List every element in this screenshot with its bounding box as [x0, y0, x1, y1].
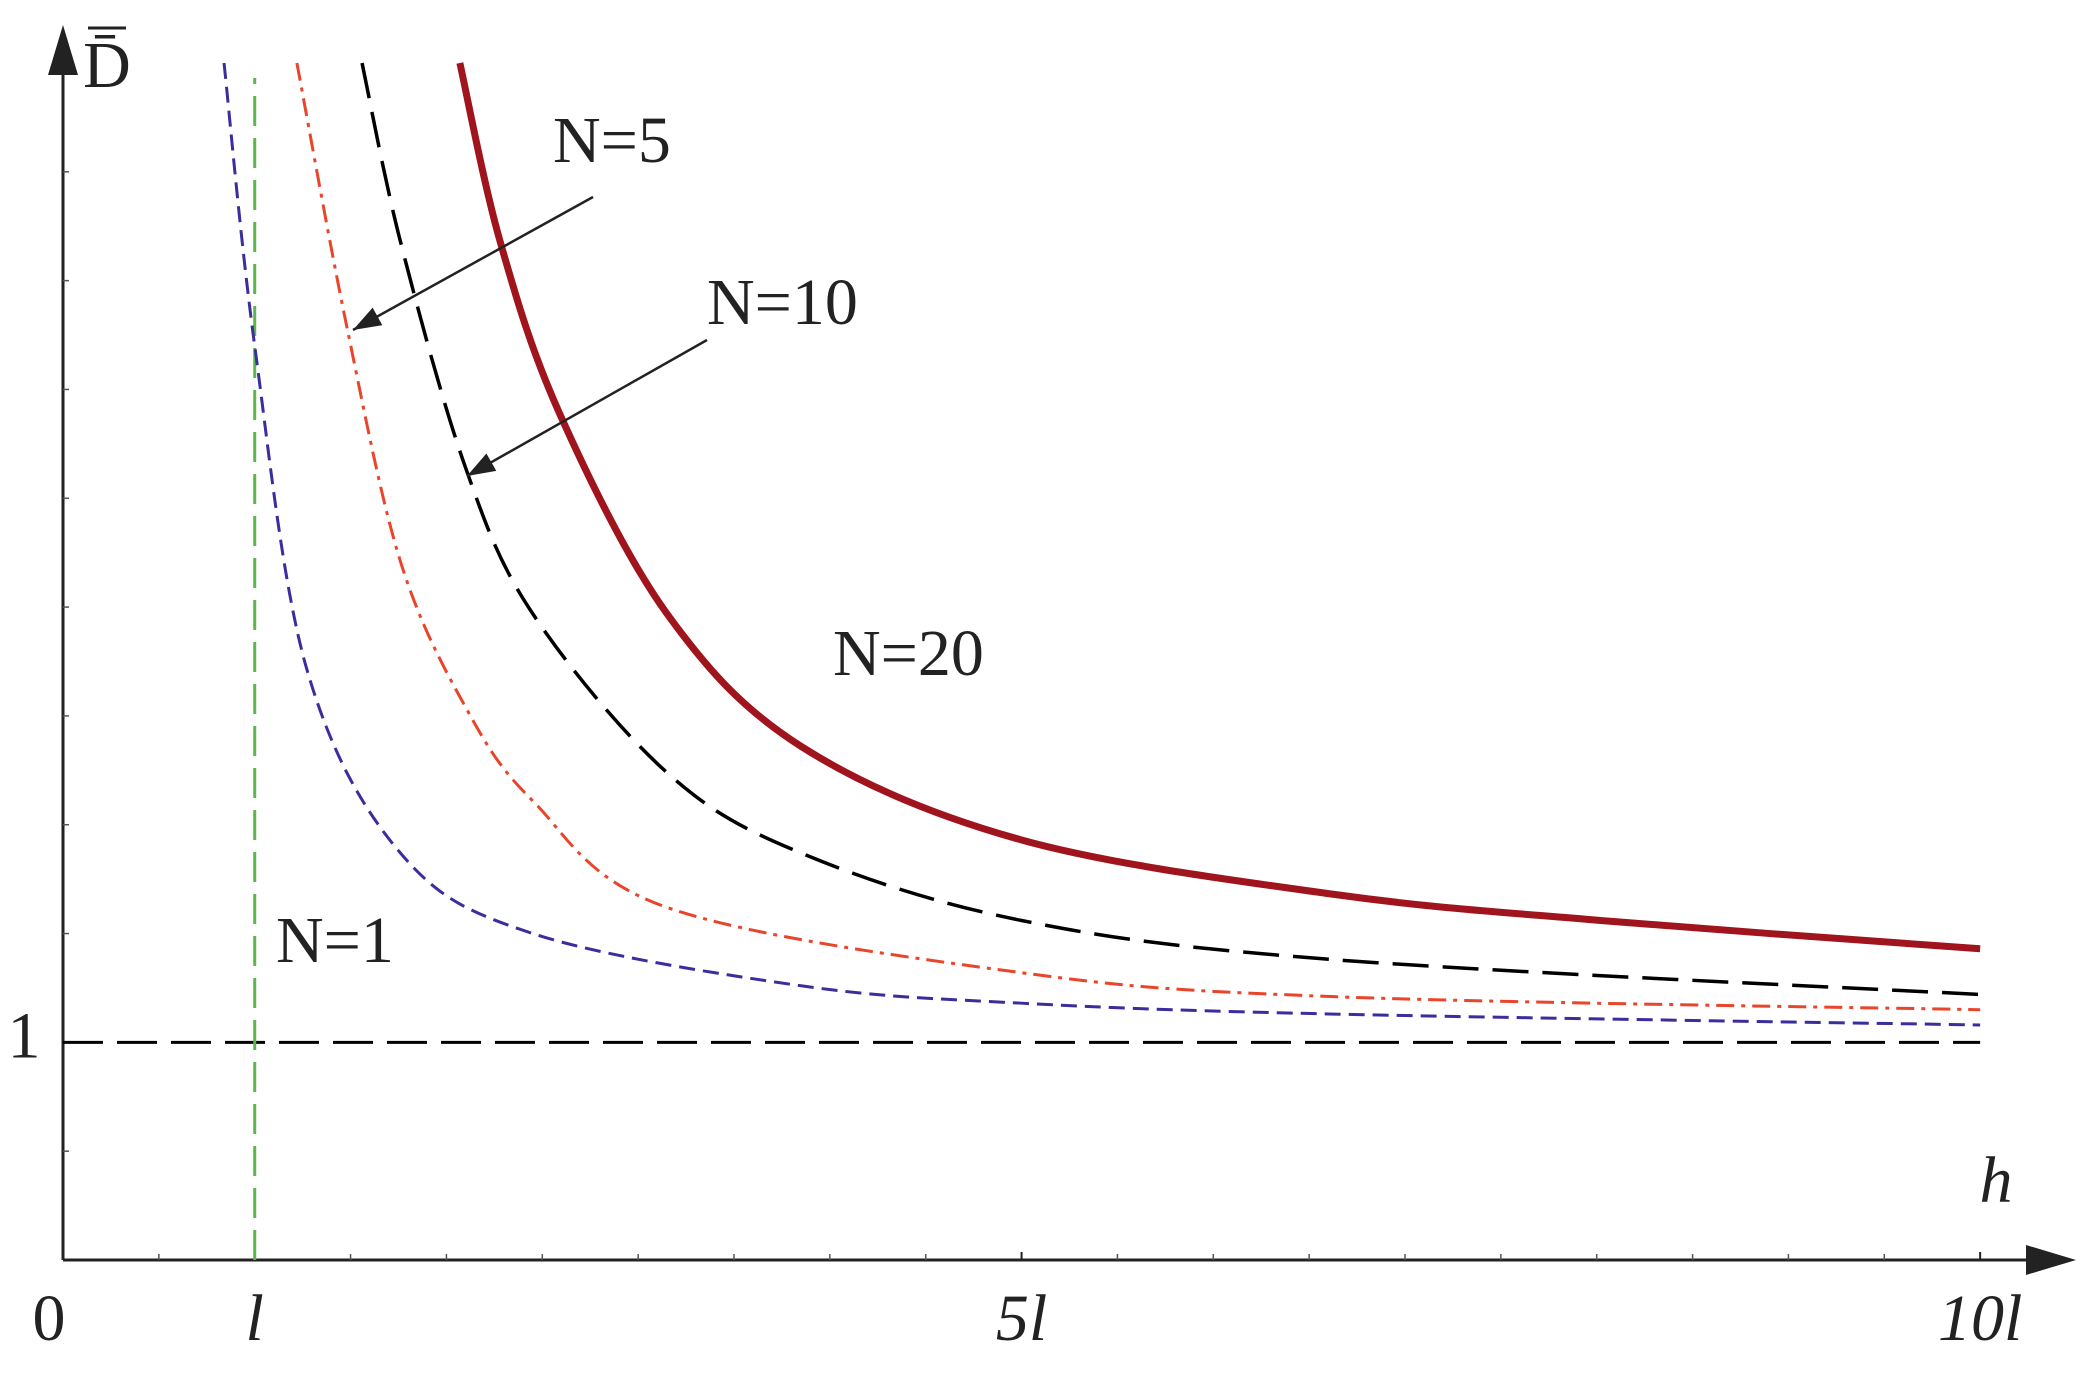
y-tick-label: 1 [8, 1000, 41, 1073]
x-tick-label: 5l [996, 1282, 1047, 1355]
y-axis-label: D̄ [83, 29, 131, 102]
x-axis-arrow [2026, 1245, 2076, 1275]
series-label: N=1 [276, 904, 394, 977]
annotation-arrowhead [353, 307, 383, 330]
x-tick-label: 0 [33, 1282, 66, 1355]
series-label: N=10 [707, 266, 858, 339]
line-series [222, 62, 1981, 1027]
x-tick-label: 10l [1938, 1282, 2022, 1355]
x-axis-label: h [1980, 1144, 2013, 1217]
line-series [360, 62, 1981, 997]
series-label: N=20 [833, 617, 984, 690]
x-tick-label: l [246, 1282, 264, 1355]
y-axis-arrow [48, 25, 78, 75]
annotation-arrow [466, 338, 708, 478]
annotation-arrowhead [467, 453, 497, 476]
line-series [456, 62, 1981, 953]
annotation-arrow [352, 195, 594, 332]
line-series [295, 62, 1981, 1012]
series-label: N=5 [553, 104, 671, 177]
